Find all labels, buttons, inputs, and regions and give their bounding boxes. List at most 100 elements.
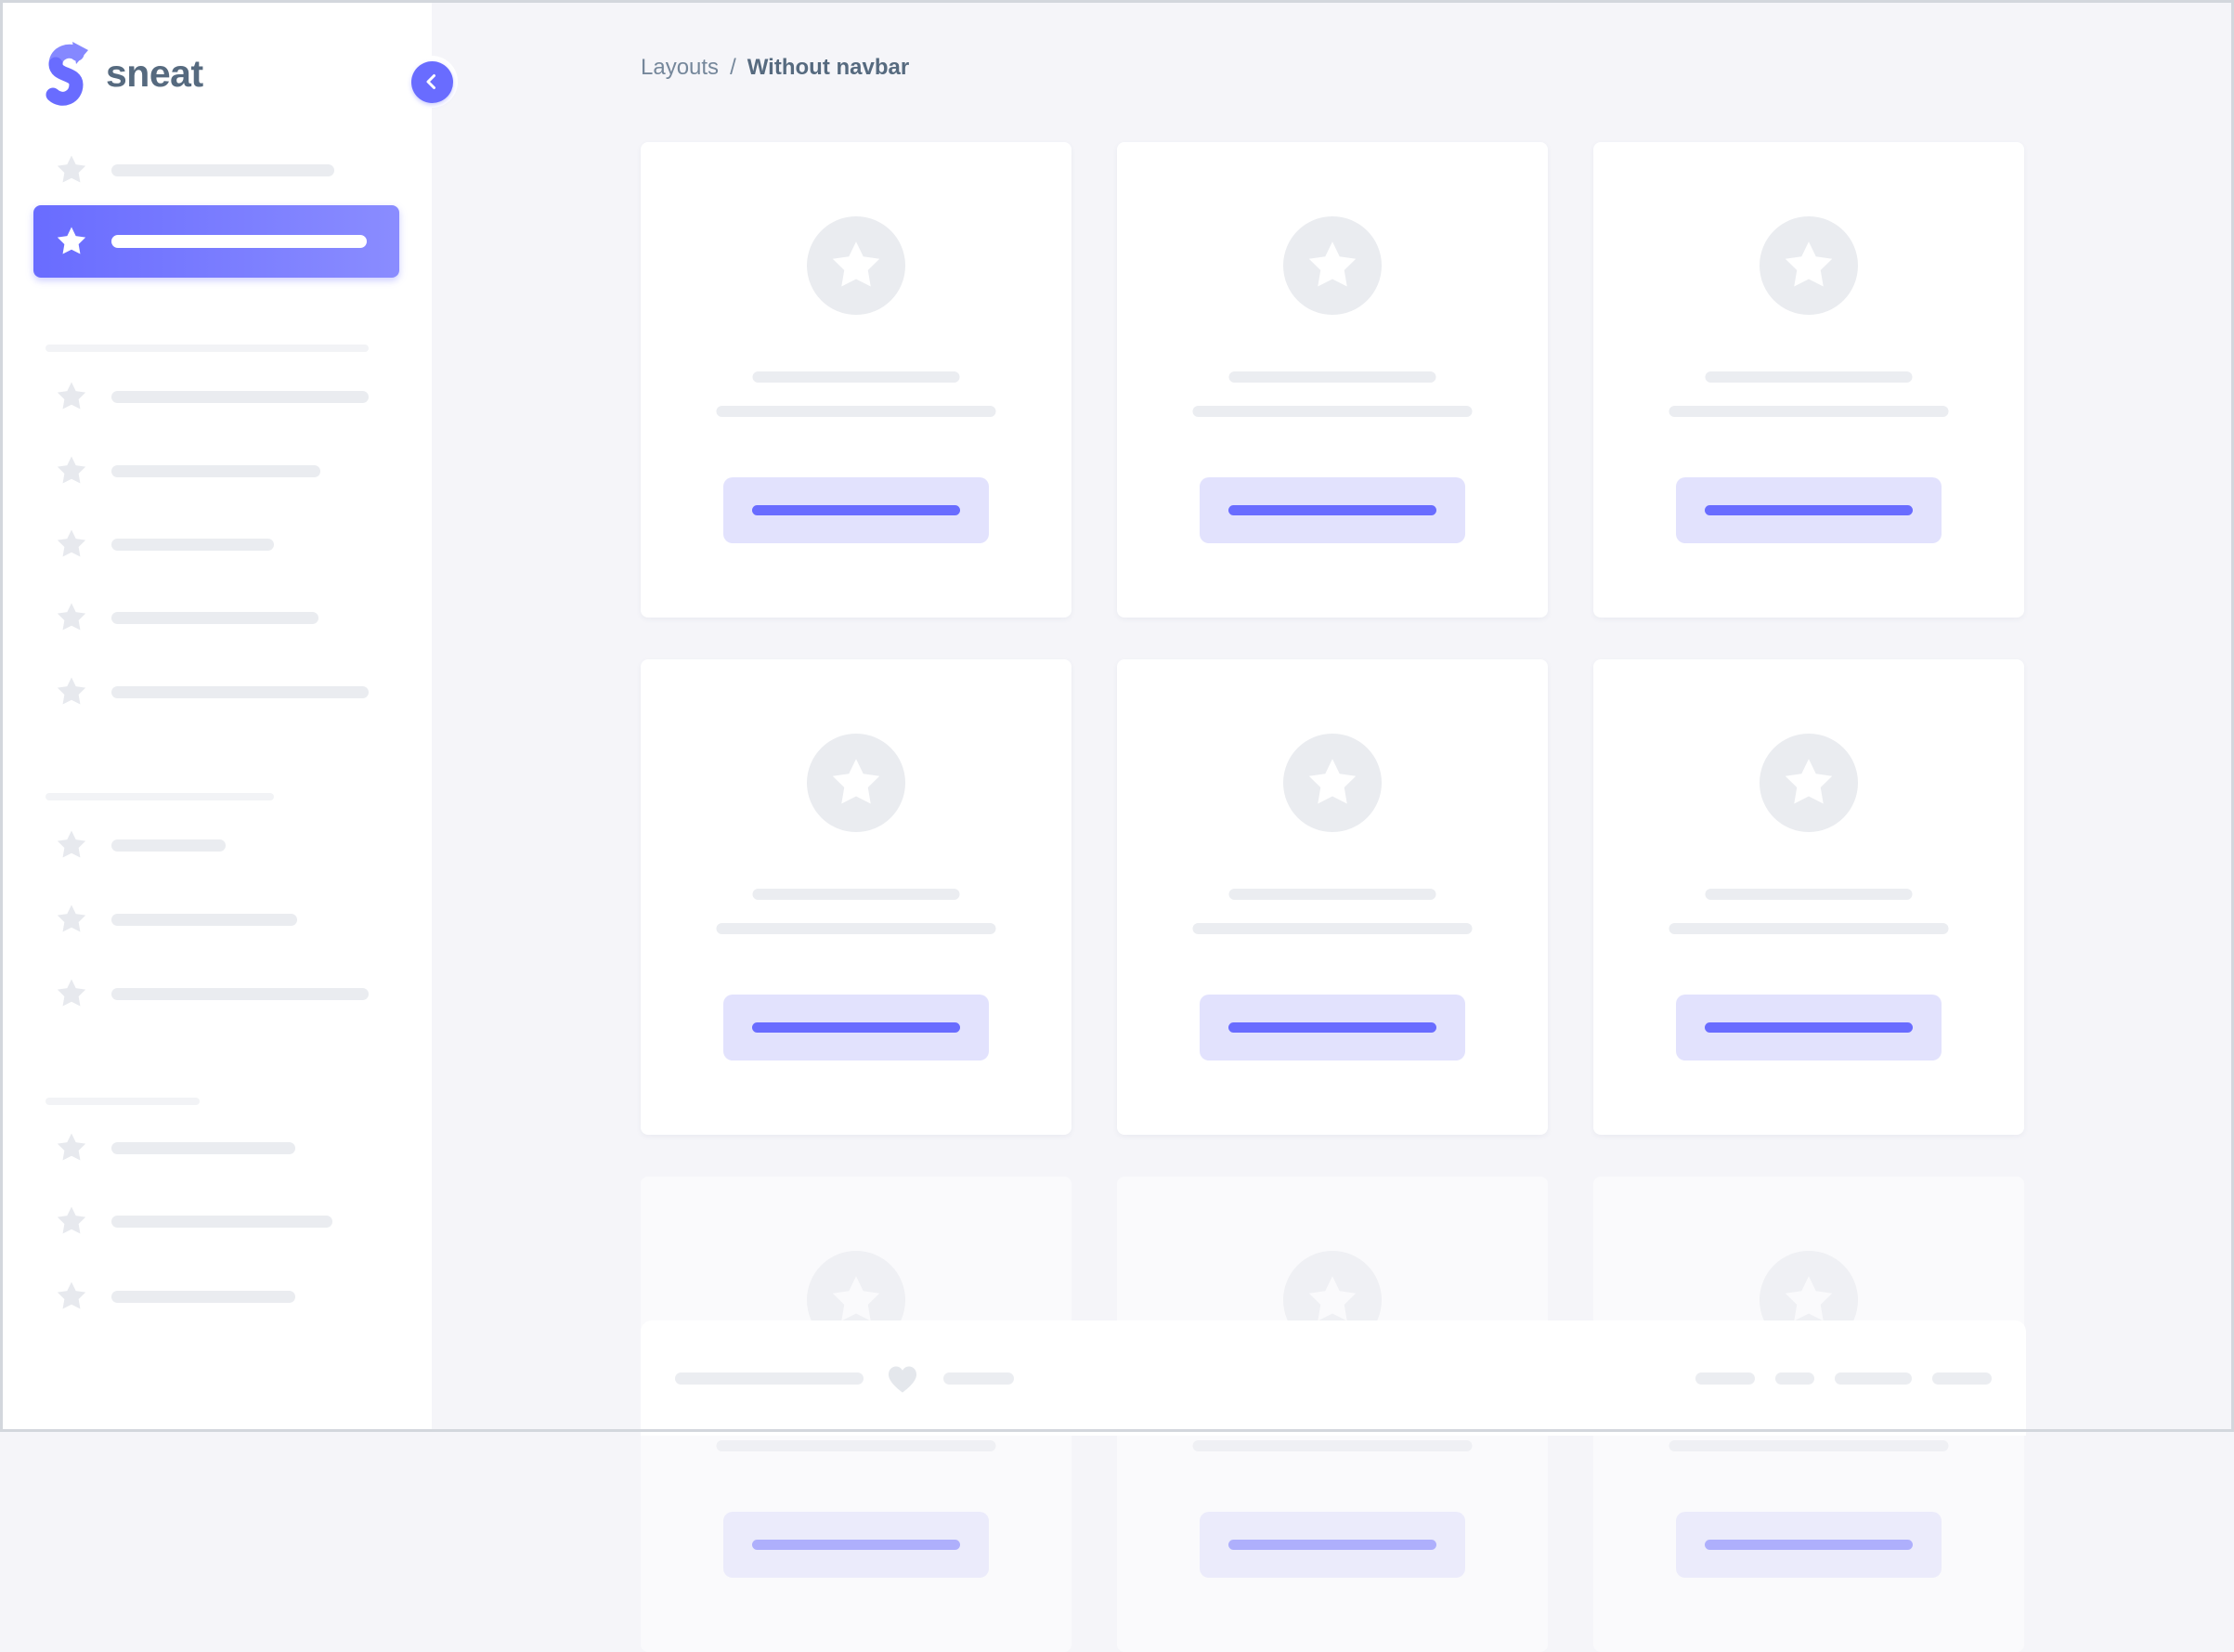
button-label-placeholder [1705,1540,1913,1550]
text-line-placeholder [1705,371,1913,383]
footer [641,1320,2026,1436]
star-icon [1785,1276,1833,1321]
footer-link-placeholder [1775,1372,1814,1385]
star-icon [832,759,880,804]
breadcrumb-separator: / [730,55,736,80]
star-icon [57,456,86,484]
sidebar-collapse-button[interactable] [406,56,458,108]
placeholder-card [1117,142,1548,618]
star-icon [832,1276,880,1321]
breadcrumb: Layouts / Without navbar [641,53,909,83]
sidebar-menu-item[interactable] [33,1125,399,1170]
button-label-placeholder [752,505,960,515]
button-placeholder [1676,477,1942,543]
sidebar-menu-item-active[interactable] [33,205,399,278]
text-line-placeholder [1705,889,1913,900]
text-line-placeholder [716,406,996,417]
breadcrumb-section: Layouts [641,55,720,80]
star-icon [1308,759,1357,804]
avatar-circle-placeholder [1760,734,1858,832]
star-icon [57,155,86,183]
sidebar: sneat [0,0,432,1432]
menu-label-placeholder [111,611,318,624]
brand-name: sneat [106,51,203,95]
text-line-placeholder [752,889,960,900]
button-label-placeholder [1705,505,1913,515]
sidebar-menu-item[interactable] [33,522,399,566]
button-placeholder [1676,995,1942,1060]
sidebar-menu-item[interactable] [33,449,399,493]
sidebar-menu-item[interactable] [33,971,399,1016]
app-screen: sneat [0,0,2234,1550]
breadcrumb-current-page: Without navbar [747,55,910,80]
button-placeholder [723,1512,989,1578]
star-icon [1308,1276,1357,1321]
placeholder-card [1593,659,2024,1135]
footer-link-placeholder [1932,1372,1992,1385]
placeholder-card [641,659,1072,1135]
menu-label-placeholder [111,235,367,248]
text-line-placeholder [716,1440,996,1451]
text-line-placeholder [1192,1440,1473,1451]
star-icon [57,529,86,557]
text-line-placeholder [716,923,996,934]
star-icon [1785,241,1833,287]
brand-logo[interactable]: sneat [43,41,203,106]
text-line-placeholder [1669,923,1949,934]
menu-label-placeholder [111,390,369,403]
menu-label-placeholder [111,685,369,698]
menu-section-divider-placeholder [45,345,369,352]
text-line-placeholder [1228,371,1436,383]
footer-text-placeholder [943,1372,1014,1385]
footer-link-placeholder [1835,1372,1912,1385]
menu-section-divider-placeholder [45,793,274,800]
footer-right-group [1675,1372,1992,1385]
menu-section-divider-placeholder [45,1098,200,1105]
text-line-placeholder [1669,1440,1949,1451]
avatar-circle-placeholder [1283,734,1382,832]
sidebar-menu-item[interactable] [33,670,399,714]
sidebar-menu-item[interactable] [33,148,399,192]
button-placeholder [1200,1512,1465,1578]
sidebar-menu-item[interactable] [33,1199,399,1243]
star-icon [57,1206,86,1234]
star-icon [832,241,880,287]
star-icon [57,603,86,631]
sidebar-menu-item[interactable] [33,374,399,419]
star-icon [57,227,86,254]
menu-label-placeholder [111,1141,295,1154]
sidebar-menu-item[interactable] [33,823,399,867]
placeholder-card [1117,659,1548,1135]
menu-label-placeholder [111,1215,332,1228]
star-icon [57,677,86,705]
sidebar-menu-item[interactable] [33,595,399,640]
star-icon [57,904,86,932]
button-label-placeholder [752,1540,960,1550]
placeholder-card [641,142,1072,618]
text-line-placeholder [1228,889,1436,900]
menu-label-placeholder [111,913,297,926]
button-label-placeholder [1705,1022,1913,1033]
heart-icon [889,1366,916,1393]
star-icon [57,1281,86,1309]
button-label-placeholder [1228,1540,1436,1550]
button-placeholder [1676,1512,1942,1578]
sidebar-menu-item[interactable] [33,1274,399,1319]
star-icon [1785,759,1833,804]
footer-text-placeholder [675,1372,864,1385]
button-label-placeholder [1228,505,1436,515]
sidebar-menu-item[interactable] [33,897,399,942]
text-line-placeholder [1669,406,1949,417]
button-label-placeholder [1228,1022,1436,1033]
avatar-circle-placeholder [807,216,905,315]
text-line-placeholder [752,371,960,383]
menu-label-placeholder [111,1290,295,1303]
menu-label-placeholder [111,163,334,176]
menu-label-placeholder [111,538,274,551]
avatar-circle-placeholder [1283,216,1382,315]
button-label-placeholder [752,1022,960,1033]
menu-label-placeholder [111,839,226,852]
footer-left-group [675,1359,1014,1397]
footer-link-placeholder [1695,1372,1755,1385]
text-line-placeholder [1192,406,1473,417]
